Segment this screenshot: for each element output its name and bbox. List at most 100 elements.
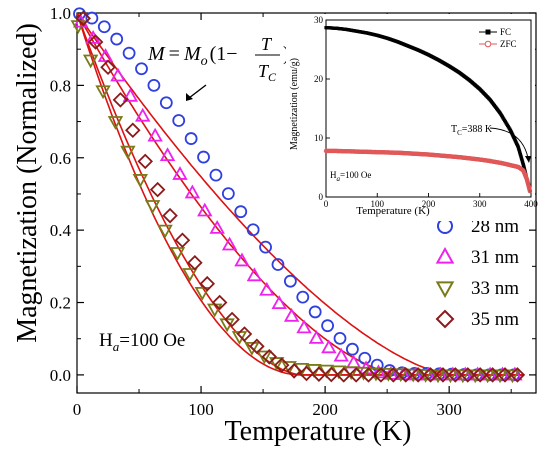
data-point-35-nm xyxy=(149,181,166,198)
legend-label: 33 nm xyxy=(471,278,519,299)
legend-marker-33-nm xyxy=(435,281,455,299)
data-point-31-nm xyxy=(370,364,387,379)
data-point-33-nm xyxy=(405,368,421,383)
inset-y-tick-label: 20 xyxy=(314,74,324,84)
legend-label: 31 nm xyxy=(471,247,519,268)
data-point-35-nm xyxy=(224,311,240,328)
data-point-35-nm xyxy=(397,367,414,383)
data-point-35-nm xyxy=(373,367,389,383)
data-point-28-nm xyxy=(296,290,310,304)
data-point-31-nm xyxy=(221,236,238,251)
data-point-33-nm xyxy=(256,350,273,365)
main-y-tick-label: 0.0 xyxy=(50,366,71,385)
data-point-28-nm xyxy=(370,358,384,372)
inset-x-axis-label: Temperature (K) xyxy=(356,205,430,217)
data-point-28-nm xyxy=(259,240,272,254)
inset-x-tick-label: 200 xyxy=(422,199,436,209)
legend-label: 35 nm xyxy=(471,309,519,330)
data-point-28-nm xyxy=(209,168,223,182)
data-point-28-nm xyxy=(308,305,322,319)
data-point-28-nm xyxy=(345,342,359,356)
inset-x-tick-label: 300 xyxy=(473,199,487,209)
data-point-33-nm xyxy=(182,268,198,282)
data-point-28-nm xyxy=(97,20,111,34)
inset-y-axis-label: Magnetization (emu/g) xyxy=(289,58,300,150)
data-point-31-nm xyxy=(110,67,126,82)
data-point-33-nm xyxy=(120,145,136,160)
inset-x-tick-label: 0 xyxy=(324,199,329,209)
data-point-35-nm xyxy=(236,326,253,342)
inset-legend-label: ZFC xyxy=(500,39,517,49)
inset-tc-value: =388 K xyxy=(462,124,493,135)
data-point-28-nm xyxy=(333,331,347,345)
data-point-33-nm xyxy=(269,357,285,371)
main-data-points xyxy=(70,7,526,384)
data-point-31-nm xyxy=(345,354,362,369)
main-y-tick-label: 1.0 xyxy=(50,4,71,23)
data-point-35-nm xyxy=(484,367,501,383)
inset-axis-ticks: 0 100 200 300 400 0 10 20 30 xyxy=(314,15,538,209)
equation-frac-denominator: T xyxy=(258,61,270,81)
main-y-axis-label: Magnetization (Normalized) xyxy=(12,23,43,343)
inset-legend-marker-ZFC xyxy=(484,40,492,48)
data-point-35-nm xyxy=(298,365,315,382)
main-y-tick-label: 0.8 xyxy=(50,76,71,95)
equation-frac-numerator: T xyxy=(261,34,273,54)
main-plot-frame xyxy=(76,12,537,394)
inset-legend-marker-FC xyxy=(485,29,491,35)
inset-field-symbol: H xyxy=(330,170,337,180)
inset-tc-annotation: TC=388 K xyxy=(451,124,493,137)
equation-frac-denominator-subscript: C xyxy=(268,70,277,84)
svg-text:TC: TC xyxy=(258,61,277,84)
data-point-31-nm xyxy=(283,307,300,322)
equation-lhs: M xyxy=(147,43,166,65)
inset-tc-subscript: C xyxy=(457,129,462,137)
data-point-31-nm xyxy=(259,281,275,296)
main-y-tick-label: 0.4 xyxy=(50,221,72,240)
data-point-33-nm xyxy=(132,174,148,188)
main-y-tick-label: 0.2 xyxy=(50,294,71,313)
data-point-35-nm xyxy=(335,367,352,383)
data-point-35-nm xyxy=(100,59,116,76)
data-point-31-nm xyxy=(246,267,263,282)
data-point-31-nm xyxy=(135,107,151,122)
data-point-33-nm xyxy=(82,54,99,69)
equation-annotation: M=Mo(1− T TC ) α xyxy=(147,34,300,101)
svg-text:M=Mo(1−: M = Mo (1− xyxy=(147,43,238,69)
data-point-35-nm xyxy=(447,367,464,383)
data-point-35-nm xyxy=(261,349,278,365)
data-point-33-nm xyxy=(144,200,161,214)
data-point-28-nm xyxy=(184,132,198,145)
data-point-35-nm xyxy=(360,367,377,383)
data-point-28-nm xyxy=(321,319,334,333)
equation-arrow-shaft xyxy=(188,84,207,99)
data-point-35-nm xyxy=(472,367,488,383)
inset-field-subscript: a xyxy=(337,175,341,183)
data-point-31-nm xyxy=(308,330,325,344)
inset-field-value: =100 Oe xyxy=(340,170,371,180)
data-point-28-nm xyxy=(110,32,124,46)
inset-y-tick-label: 10 xyxy=(314,133,324,143)
data-point-35-nm xyxy=(125,122,141,139)
inset-legend-label: FC xyxy=(500,27,511,37)
data-point-35-nm xyxy=(137,153,154,170)
data-point-35-nm xyxy=(112,92,129,108)
data-point-28-nm xyxy=(172,114,186,127)
data-point-28-nm xyxy=(197,150,210,164)
inset-field-annotation: Ha=100 Oe xyxy=(330,170,371,183)
data-point-33-nm xyxy=(95,85,111,100)
inset-legend: FC ZFC xyxy=(479,27,517,49)
data-point-33-nm xyxy=(368,367,384,382)
data-point-28-nm xyxy=(147,78,161,92)
data-point-33-nm xyxy=(194,286,211,301)
data-point-31-nm xyxy=(296,319,312,334)
data-point-28-nm xyxy=(246,223,260,237)
data-point-31-nm xyxy=(172,166,188,180)
data-point-31-nm xyxy=(159,147,176,162)
data-point-28-nm xyxy=(234,205,248,219)
data-point-33-nm xyxy=(380,368,397,382)
data-point-28-nm xyxy=(283,274,297,288)
main-x-tick-label: 0 xyxy=(73,400,82,419)
data-point-28-nm xyxy=(221,187,235,200)
main-legend: 28 nm 31 nm 33 nm 35 nm xyxy=(435,216,519,330)
